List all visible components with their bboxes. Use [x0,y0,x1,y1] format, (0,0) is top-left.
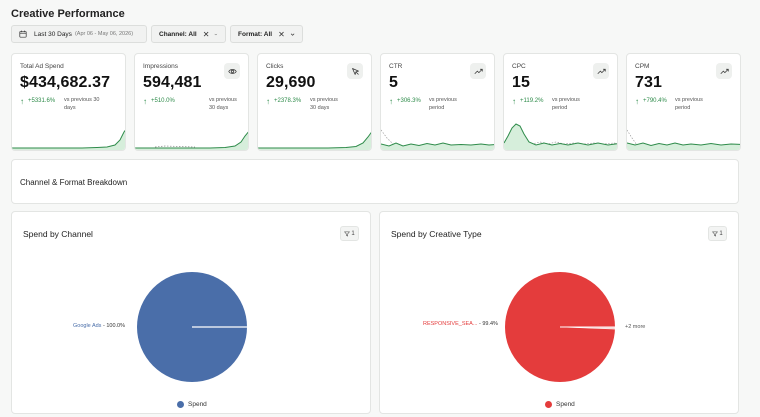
kpi-comparison: vs previous period [429,97,457,111]
kpi-label: CPC [512,63,526,70]
kpi-value: 15 [512,74,530,91]
kpi-change: ↑ +119.2% [512,97,544,106]
arrow-up-icon: ↑ [20,97,24,106]
slice-percent: 99.4% [482,321,498,327]
kpi-comparison: vs previous 30 days [209,97,237,111]
sparkline-chart [12,129,125,150]
chart-legend[interactable]: Spend [177,401,207,408]
kpi-comparison: vs previous 30 days [64,97,100,111]
calendar-icon [19,30,27,38]
arrow-up-icon: ↑ [266,97,270,106]
kpi-label: Impressions [143,63,179,70]
slice-label: Google Ads - 100.0% [73,323,125,329]
kpi-change: ↑ +306.3% [389,97,421,106]
kpi-label: CTR [389,63,403,70]
channel-filter[interactable]: Channel: All ✕ [151,25,226,43]
kpi-comparison: vs previous 30 days [310,97,338,111]
kpi-change-value: +510.0% [151,98,175,104]
slice-percent: 100.0% [106,323,125,329]
filter-count: 1 [351,230,355,237]
channel-filter-label: Channel: All [159,30,197,38]
kpi-card-cpc[interactable]: CPC 15 ↑ +119.2% vs previous period [503,53,618,151]
filter-icon [344,231,351,237]
kpi-value: 5 [389,74,398,91]
format-filter-label: Format: All [238,30,273,38]
arrow-up-icon: ↑ [389,97,393,106]
kpi-value: 594,481 [143,74,202,91]
kpi-value: $434,682.37 [20,74,111,91]
slice-name: Google Ads [73,323,102,329]
kpi-change-value: +5331.6% [28,98,56,104]
kpi-change: ↑ +2378.3% [266,97,302,106]
sparkline-chart [381,129,494,150]
kpi-card-ctr[interactable]: CTR 5 ↑ +306.3% vs previous period [380,53,495,151]
eye-icon [224,63,240,79]
kpi-change-value: +2378.3% [274,98,302,104]
cursor-icon [347,63,363,79]
more-slices-label: +2 more [625,324,646,330]
breakdown-section: Channel & Format Breakdown [11,159,739,204]
date-range-filter[interactable]: Last 30 Days (Apr 06 - May 06, 2026) [11,25,147,43]
slice-name: RESPONSIVE_SEA... [423,321,478,327]
chevron-down-icon[interactable] [290,31,295,38]
sparkline-chart [504,123,617,150]
panel-filter-button[interactable]: 1 [708,226,727,241]
clear-format-icon[interactable]: ✕ [278,29,285,39]
chart-legend[interactable]: Spend [545,401,575,408]
trend-up-icon [593,63,609,79]
sparkline-chart [135,131,248,150]
legend-label: Spend [188,401,207,408]
chevron-down-icon[interactable] [214,31,218,38]
kpi-change: ↑ +510.0% [143,97,175,106]
kpi-card-total-ad-spend[interactable]: Total Ad Spend $434,682.37 ↑ +5331.6% vs … [11,53,126,151]
panel-title: Spend by Channel [23,229,93,239]
arrow-up-icon: ↑ [512,97,516,106]
kpi-card-cpm[interactable]: CPM 731 ↑ +790.4% vs previous period [626,53,741,151]
kpi-value: 29,690 [266,74,316,91]
kpi-card-clicks[interactable]: Clicks 29,690 ↑ +2378.3% vs previous 30 d… [257,53,372,151]
kpi-comparison: vs previous period [675,97,703,111]
kpi-label: CPM [635,63,650,70]
legend-label: Spend [556,401,575,408]
kpi-change: ↑ +5331.6% [20,97,56,106]
kpi-comparison: vs previous period [552,97,580,111]
kpi-label: Clicks [266,63,284,70]
date-range-label: Last 30 Days [34,30,72,38]
clear-channel-icon[interactable]: ✕ [202,29,210,39]
format-filter[interactable]: Format: All ✕ [230,25,303,43]
filter-count: 1 [719,230,723,237]
date-range-dates: (Apr 06 - May 06, 2026) [74,31,134,37]
panel-title: Spend by Creative Type [391,229,482,239]
trend-up-icon [716,63,732,79]
legend-dot [177,401,184,408]
sparkline-chart [258,131,371,150]
kpi-label: Total Ad Spend [20,63,64,70]
arrow-up-icon: ↑ [635,97,639,106]
filter-bar: Last 30 Days (Apr 06 - May 06, 2026) Cha… [11,25,303,43]
creative-type-pie-chart[interactable] [504,271,616,383]
panel-filter-button[interactable]: 1 [340,226,359,241]
filter-icon [712,231,719,237]
kpi-change-value: +790.4% [643,98,667,104]
page-title: Creative Performance [11,8,125,20]
trend-up-icon [470,63,486,79]
slice-label: RESPONSIVE_SEA... - 99.4% [423,321,498,327]
channel-pie-chart[interactable] [136,271,248,383]
kpi-change: ↑ +790.4% [635,97,667,106]
arrow-up-icon: ↑ [143,97,147,106]
kpi-change-value: +306.3% [397,98,421,104]
kpi-value: 731 [635,74,662,91]
legend-dot [545,401,552,408]
spend-by-channel-panel: Spend by Channel 1 Google Ads - 100.0% S… [11,211,371,414]
spend-by-creative-type-panel: Spend by Creative Type 1 RESPONSIVE_SEA.… [379,211,739,414]
sparkline-chart [627,129,740,150]
kpi-change-value: +119.2% [520,98,544,104]
section-title: Channel & Format Breakdown [20,178,128,187]
kpi-card-impressions[interactable]: Impressions 594,481 ↑ +510.0% vs previous… [134,53,249,151]
